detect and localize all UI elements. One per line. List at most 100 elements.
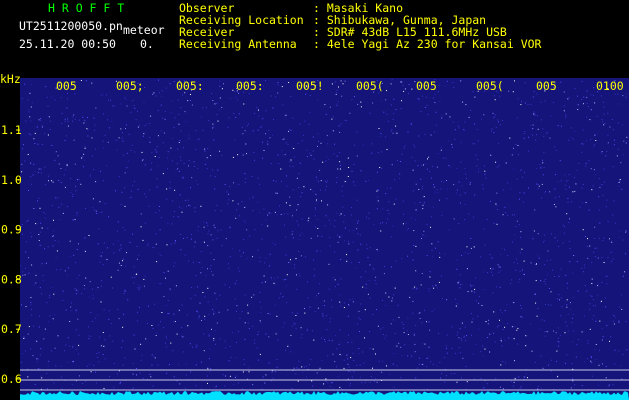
noise-dot [125,128,126,130]
noise-dot [338,152,340,154]
noise-dot [340,278,342,280]
noise-dot [100,345,102,347]
noise-dot [233,113,235,114]
noise-dot [436,365,438,367]
noise-dot [320,180,322,182]
noise-dot [618,230,620,232]
noise-dot [346,354,348,356]
noise-dot [100,301,102,303]
noise-dot [132,363,134,364]
noise-dot [477,171,479,173]
noise-dot [444,381,446,383]
noise-dot [601,184,603,186]
noise-dot [471,290,473,292]
noise-dot [315,193,317,195]
noise-dot [97,314,99,316]
noise-dot [588,106,589,108]
noise-dot [540,101,542,103]
noise-dot [366,216,367,218]
noise-dot [102,147,104,149]
noise-dot [38,240,40,241]
noise-dot [57,197,59,199]
noise-dot [36,361,38,363]
noise-dot [281,149,283,151]
noise-dot [347,358,349,360]
noise-dot [55,151,57,153]
noise-dot [137,311,138,313]
noise-dot [505,212,507,214]
noise-dot [325,380,327,382]
noise-dot [147,305,149,307]
noise-dot [244,206,246,208]
noise-dot [591,189,593,191]
noise-dot [352,241,354,243]
noise-dot [532,124,534,126]
noise-dot [339,329,341,331]
noise-dot [208,335,210,337]
noise-dot [475,300,477,302]
noise-dot [94,129,95,131]
noise-dot [522,273,524,275]
noise-dot [261,388,263,390]
noise-dot [612,320,614,322]
noise-dot [521,316,523,318]
noise-dot [190,371,192,373]
noise-dot [251,296,253,298]
noise-dot [243,359,245,361]
noise-dot [168,313,170,315]
noise-dot [138,306,140,308]
noise-dot [272,242,274,244]
noise-dot [398,316,400,318]
noise-dot [271,380,273,382]
noise-dot [299,275,301,277]
noise-dot [82,156,84,158]
noise-dot [454,129,456,131]
noise-dot [298,173,300,175]
noise-dot [379,87,381,88]
noise-dot [554,237,556,239]
noise-dot [314,215,316,217]
noise-dot [464,219,466,221]
noise-dot [335,335,336,337]
noise-dot [343,302,345,304]
noise-dot [418,189,420,190]
noise-dot [391,129,393,131]
noise-dot [144,275,146,277]
noise-dot [197,230,199,232]
noise-dot [408,93,409,94]
noise-dot [292,117,294,119]
noise-dot [132,185,134,187]
noise-dot [410,217,412,219]
noise-dot [202,107,204,109]
noise-dot [625,230,627,232]
noise-dot [170,243,172,245]
noise-dot [573,330,575,332]
noise-dot [325,160,327,162]
noise-dot [588,160,590,162]
noise-dot [236,90,238,92]
noise-dot [503,207,505,208]
noise-dot [162,142,164,144]
noise-dot [571,363,573,364]
noise-dot [368,179,370,181]
noise-dot [460,80,462,82]
noise-dot [122,132,123,134]
noise-dot [411,355,413,357]
noise-dot [121,347,122,348]
noise-dot [180,159,182,161]
noise-dot [196,310,198,312]
noise-dot [97,243,99,245]
noise-dot [591,295,593,297]
noise-dot [575,356,577,358]
noise-dot [561,306,563,308]
noise-dot [543,234,545,236]
noise-dot [382,327,384,329]
noise-dot [424,309,426,311]
noise-dot [200,116,202,118]
noise-dot [487,272,489,273]
noise-dot [40,348,42,350]
noise-dot [385,292,387,294]
noise-dot [496,205,498,206]
noise-dot [292,189,294,191]
noise-dot [621,378,623,380]
